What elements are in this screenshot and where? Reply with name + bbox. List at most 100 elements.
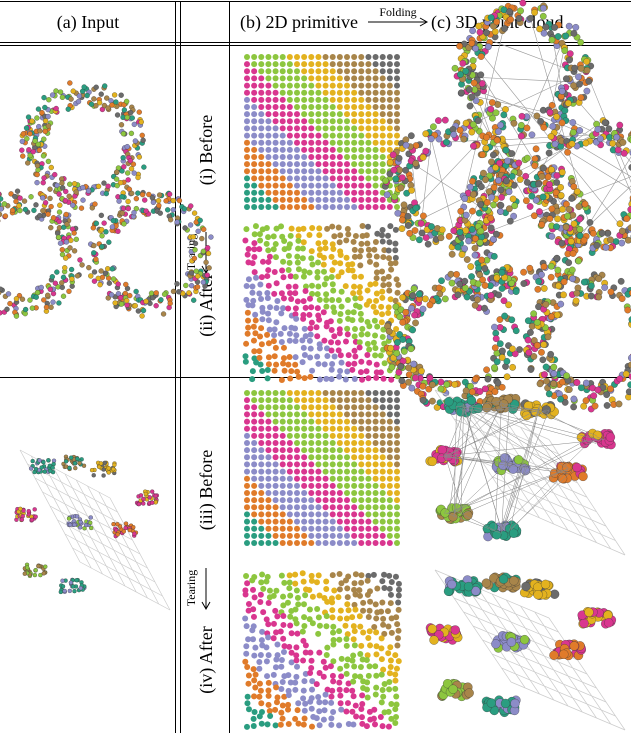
grid-point [351, 61, 358, 68]
grid-point [372, 440, 379, 446]
grid-point [328, 366, 335, 373]
cloud-point [191, 210, 198, 216]
cloud-point [604, 618, 614, 628]
cloud-point [399, 319, 407, 326]
grid-point [244, 309, 251, 316]
grid-point [315, 111, 322, 118]
grid-point [316, 246, 323, 253]
cloud-point [109, 102, 115, 108]
grid-point [264, 721, 271, 728]
grid-point [365, 54, 372, 60]
grid-point [365, 440, 372, 446]
cloud-point [89, 525, 94, 531]
cloud-point [156, 192, 163, 198]
cloud-point [475, 209, 483, 217]
grid-point [335, 594, 342, 601]
grid-point [379, 686, 386, 693]
grid-point [322, 461, 329, 468]
grid-point [315, 154, 322, 160]
cloud-point [200, 279, 206, 285]
grid-point [256, 665, 263, 672]
cloud-point [470, 79, 478, 87]
cloud-point [204, 272, 210, 278]
cloud-point [441, 116, 449, 124]
grid-point [336, 330, 343, 337]
cloud-point [468, 388, 476, 396]
grid-point [380, 621, 387, 628]
grid-point [316, 376, 323, 383]
cloud-point [601, 119, 609, 126]
grid-point [307, 295, 314, 302]
cloud-point [91, 269, 98, 275]
grid-point [349, 366, 356, 373]
grid-point [337, 260, 344, 267]
cloud-point [57, 240, 64, 246]
grid-point [288, 659, 295, 666]
grid-point [258, 154, 265, 160]
grid-point [322, 532, 329, 539]
grid-point [245, 680, 252, 687]
grid-point [266, 326, 273, 333]
grid-point [372, 490, 379, 496]
cloud-point [131, 209, 137, 216]
cloud-point [153, 493, 158, 499]
grid-point [387, 296, 394, 303]
cloud-point [467, 382, 474, 390]
grid-point [315, 440, 322, 446]
grid-point [258, 325, 265, 332]
grid-point [322, 699, 329, 706]
grid-point [372, 397, 379, 404]
floor-line [79, 561, 171, 611]
grid-point [343, 687, 350, 694]
grid-point [351, 182, 358, 189]
grid-point [294, 146, 300, 153]
grid-point [329, 154, 336, 160]
link [461, 92, 551, 114]
grid-point [338, 269, 345, 276]
cloud-point [435, 117, 442, 124]
grid-point [386, 475, 393, 482]
grid-point [258, 418, 265, 425]
grid-point [308, 577, 315, 584]
cloud-point [124, 297, 130, 304]
link [447, 439, 597, 514]
grid-point [322, 168, 329, 175]
grid-point [265, 161, 272, 168]
grid-point [287, 613, 294, 620]
grid-point [288, 295, 295, 302]
grid-point [358, 511, 365, 518]
grid-point [287, 273, 294, 280]
grid-point [258, 411, 265, 418]
grid-point [392, 297, 399, 304]
cloud-point [492, 335, 500, 343]
cloud-point [39, 465, 44, 470]
grid-point [379, 461, 386, 468]
grid-point [263, 240, 270, 247]
grid-point [370, 303, 377, 310]
cloud-point [191, 297, 197, 303]
grid-point [351, 454, 358, 461]
grid-point [336, 161, 343, 168]
cloud-point [488, 99, 496, 106]
grid-point [273, 319, 280, 326]
grid-point [338, 655, 345, 662]
grid-point [321, 337, 328, 344]
link [460, 404, 464, 407]
grid-point [258, 637, 265, 644]
cloud-point [8, 191, 14, 197]
grid-point [351, 111, 358, 118]
grid-point [315, 168, 322, 175]
grid-point [386, 525, 393, 532]
cloud-point [206, 265, 212, 271]
grid-point [244, 189, 250, 196]
grid-point [381, 571, 388, 578]
cloud-point [548, 102, 556, 109]
cloud-point [538, 348, 545, 356]
cloud-point [49, 274, 55, 280]
grid-point [358, 572, 365, 579]
grid-point [294, 161, 300, 168]
grid-point [377, 352, 384, 359]
grid-point [384, 608, 391, 615]
grid-point [394, 61, 400, 68]
grid-point [301, 678, 308, 685]
